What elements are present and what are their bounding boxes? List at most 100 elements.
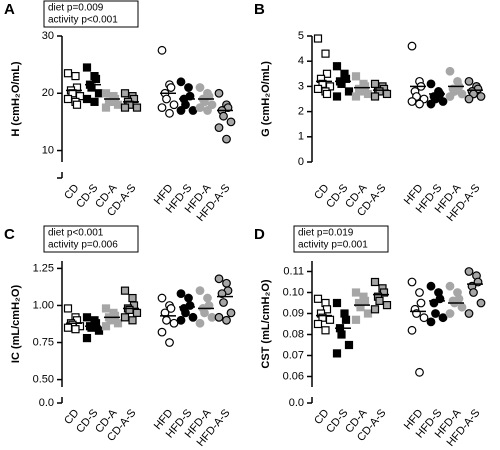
point bbox=[321, 49, 330, 58]
point bbox=[101, 103, 111, 112]
point bbox=[415, 99, 424, 109]
point bbox=[82, 63, 92, 72]
point bbox=[219, 111, 228, 121]
point bbox=[176, 106, 186, 115]
point bbox=[101, 322, 111, 331]
point bbox=[370, 305, 380, 314]
point bbox=[431, 309, 440, 318]
panel-letter: A bbox=[4, 1, 15, 18]
point bbox=[407, 97, 417, 106]
point bbox=[419, 313, 429, 323]
point bbox=[101, 304, 111, 313]
point bbox=[351, 288, 361, 297]
point bbox=[203, 293, 212, 303]
point bbox=[344, 87, 354, 96]
point bbox=[322, 305, 332, 314]
point bbox=[382, 89, 392, 99]
y-tick-label: 0.10 bbox=[283, 286, 304, 298]
point bbox=[438, 313, 448, 323]
point bbox=[407, 41, 417, 51]
point bbox=[332, 62, 342, 71]
point bbox=[94, 89, 104, 98]
point bbox=[63, 304, 73, 313]
annotation-box bbox=[43, 0, 139, 28]
point bbox=[91, 74, 101, 84]
point bbox=[87, 323, 96, 332]
point bbox=[132, 103, 142, 112]
point bbox=[195, 83, 205, 92]
point bbox=[464, 94, 474, 104]
point bbox=[363, 89, 373, 99]
panel-letter: C bbox=[4, 226, 15, 243]
point bbox=[476, 298, 486, 308]
y-tick-label: 2 bbox=[298, 106, 304, 118]
point bbox=[407, 277, 417, 287]
point bbox=[445, 281, 455, 291]
y-tick-label: 0 bbox=[298, 156, 304, 168]
point bbox=[332, 349, 342, 358]
point bbox=[195, 103, 205, 112]
point bbox=[322, 69, 332, 78]
y-tick-label: 10 bbox=[42, 144, 54, 156]
point bbox=[370, 79, 380, 88]
y-tick-label: 5 bbox=[298, 30, 304, 42]
point bbox=[90, 97, 99, 106]
point bbox=[157, 45, 167, 55]
annotation-box bbox=[43, 225, 139, 253]
point bbox=[157, 327, 167, 337]
point bbox=[370, 277, 380, 287]
point bbox=[157, 103, 167, 112]
point bbox=[132, 308, 142, 317]
y-tick-label: 0.0 bbox=[39, 397, 54, 409]
annotation: activity p=0.006 bbox=[48, 240, 118, 251]
point bbox=[165, 338, 174, 347]
point bbox=[176, 289, 186, 299]
y-axis-label: G (cmH₂O/mL) bbox=[260, 61, 272, 137]
point bbox=[344, 340, 354, 350]
y-axis-label: IC (mL/cmH₂O) bbox=[10, 285, 22, 364]
point bbox=[200, 97, 209, 107]
point bbox=[125, 305, 134, 315]
annotation: activity p<0.001 bbox=[48, 15, 118, 26]
point bbox=[165, 108, 174, 118]
point bbox=[120, 89, 130, 98]
point bbox=[370, 92, 380, 101]
point bbox=[313, 34, 323, 43]
point bbox=[214, 312, 224, 322]
point bbox=[426, 79, 436, 89]
point bbox=[351, 315, 361, 324]
y-tick-label: 0.11 bbox=[283, 265, 304, 277]
point bbox=[226, 308, 236, 318]
point bbox=[203, 106, 212, 115]
point bbox=[157, 293, 167, 303]
point bbox=[214, 123, 224, 133]
point bbox=[128, 293, 137, 303]
point bbox=[222, 315, 231, 325]
y-tick-label: 1 bbox=[298, 131, 304, 143]
point bbox=[332, 298, 342, 308]
point bbox=[375, 296, 384, 305]
point bbox=[101, 89, 111, 98]
point bbox=[162, 94, 171, 104]
y-tick-label: 4 bbox=[298, 55, 304, 67]
point bbox=[415, 288, 424, 297]
point bbox=[222, 134, 231, 144]
point bbox=[82, 333, 92, 343]
annotation: diet p=0.009 bbox=[48, 3, 104, 14]
point bbox=[195, 286, 205, 296]
point bbox=[445, 66, 455, 76]
y-axis-label: CST (mL/cmH₂O) bbox=[260, 279, 272, 369]
point bbox=[445, 309, 455, 318]
point bbox=[128, 316, 137, 325]
y-tick-label: 0.07 bbox=[283, 349, 304, 361]
point bbox=[222, 278, 231, 288]
point bbox=[464, 76, 474, 86]
point bbox=[363, 309, 373, 318]
annotation: diet p=0.019 bbox=[298, 228, 354, 239]
y-tick-label: 0.75 bbox=[33, 336, 54, 348]
point bbox=[184, 83, 193, 92]
point bbox=[469, 288, 478, 297]
